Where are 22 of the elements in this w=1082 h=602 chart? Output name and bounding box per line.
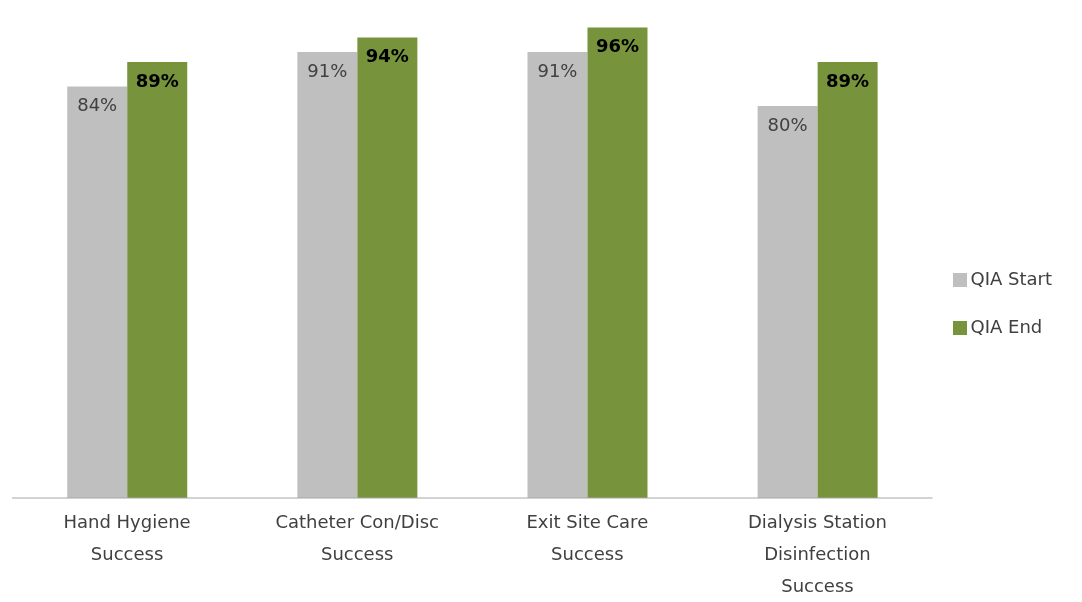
bar xyxy=(297,52,358,498)
x-tick-label: Hand Hygiene Success xyxy=(63,511,191,564)
bar xyxy=(817,61,878,498)
data-label: 94% xyxy=(365,45,409,67)
data-label: 91% xyxy=(307,59,348,81)
data-label: 84% xyxy=(77,94,118,116)
legend-label: QIA Start xyxy=(970,268,1052,289)
x-tick-label: Dialysis Station Disinfection Success xyxy=(747,511,887,596)
data-label: 91% xyxy=(537,59,578,81)
bar xyxy=(527,52,588,498)
x-tick-label: Exit Site Care Success xyxy=(526,511,649,564)
bar xyxy=(357,37,418,498)
x-tick-label: Catheter Con/Disc Success xyxy=(275,511,439,564)
data-label: 89% xyxy=(135,69,179,91)
legend-label: QIA End xyxy=(970,316,1043,337)
bar xyxy=(67,86,128,498)
data-label: 89% xyxy=(826,69,870,91)
bar xyxy=(127,61,188,498)
bar xyxy=(587,27,648,498)
data-label: 80% xyxy=(767,113,808,135)
data-label: 96% xyxy=(595,35,640,57)
bar xyxy=(757,106,818,498)
